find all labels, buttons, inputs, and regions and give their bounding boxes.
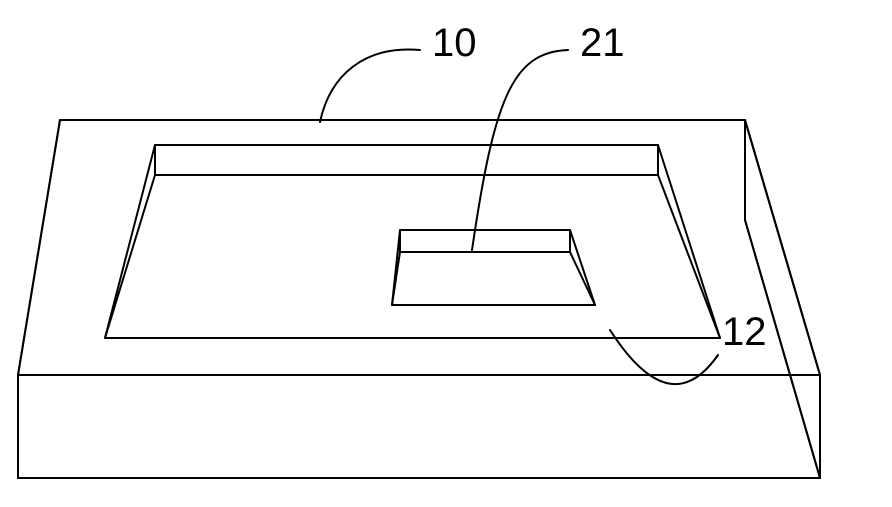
technical-drawing-svg: 10 21 12 — [0, 0, 892, 507]
figure-container: 10 21 12 — [0, 0, 892, 507]
callout-label-21: 21 — [580, 21, 625, 65]
callout-label-12: 12 — [722, 310, 767, 354]
callout-label-10: 10 — [432, 21, 477, 65]
